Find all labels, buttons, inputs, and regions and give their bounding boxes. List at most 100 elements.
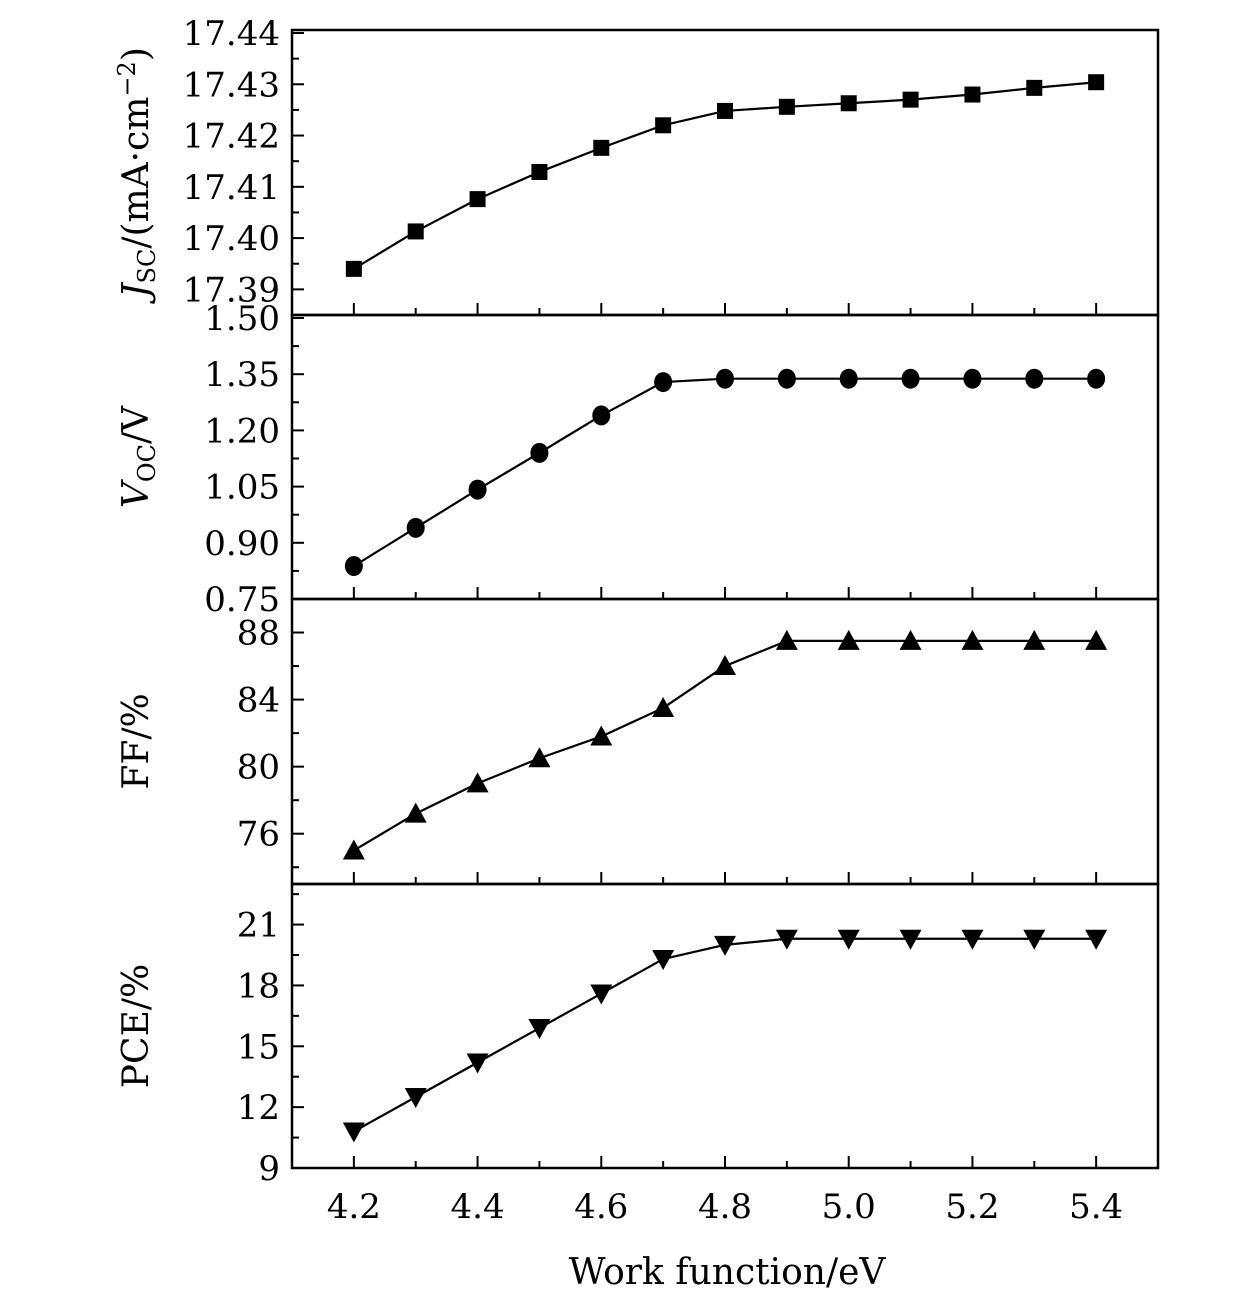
data-point-triangle-down: [961, 929, 984, 950]
y-axis-label: FF/%: [116, 693, 157, 789]
y-label-unit: /(mA·cm: [116, 97, 157, 249]
data-point-circle: [716, 368, 734, 389]
data-point-triangle-down: [775, 929, 798, 950]
data-point-triangle-up: [1085, 629, 1108, 650]
data-point-triangle-down: [899, 929, 922, 950]
y-tick-label: 1.50: [204, 299, 280, 339]
data-point-triangle-up: [466, 772, 489, 793]
y-axis-label: PCE/%: [116, 964, 157, 1088]
data-point-triangle-down: [528, 1019, 551, 1040]
y-tick-label: 80: [237, 748, 280, 788]
series-line: [353, 377, 1097, 567]
y-tick-label: 17.40: [183, 219, 280, 259]
data-point-circle: [654, 372, 673, 393]
data-point-triangle-down: [404, 1088, 427, 1108]
data-point-triangle-up: [899, 629, 922, 650]
y-tick-label: 9: [258, 1149, 280, 1189]
y-axis-label: VOC/V: [116, 405, 161, 508]
y-axis-label: JSC/(mA·cm−2): [113, 47, 161, 305]
y-label-main: V: [116, 478, 157, 508]
series-line: [353, 937, 1097, 1133]
x-axis-label: Work function/eV: [569, 1252, 887, 1293]
data-point-square: [778, 98, 795, 115]
panel-voc: 0.75 0.90 1.05 1.20 1.35 1.50 VOC/V: [116, 299, 1160, 620]
x-tick-label: 5.4: [1069, 1187, 1123, 1227]
data-point-triangle-down: [342, 1122, 365, 1143]
data-point-triangle-up: [342, 839, 365, 860]
x-tick-label: 4.8: [698, 1187, 752, 1227]
panel-frame: [290, 313, 1160, 601]
data-point-square: [964, 86, 981, 103]
data-point-square: [531, 163, 548, 180]
y-label-subscript: OC: [133, 444, 161, 482]
x-axis: 4.2 4.4 4.6 4.8 5.0 5.2 5.4: [327, 1187, 1123, 1227]
data-point-circle: [963, 368, 982, 389]
data-point-triangle-up: [775, 629, 798, 650]
x-tick-label: 5.0: [822, 1187, 876, 1227]
y-tick-label: 1.20: [204, 411, 280, 451]
data-point-square: [407, 223, 424, 240]
data-point-triangle-down: [466, 1053, 489, 1074]
data-point-circle: [468, 479, 487, 500]
data-point-circle: [777, 368, 796, 389]
data-point-triangle-up: [404, 802, 427, 823]
data-point-square: [840, 95, 857, 112]
y-tick-label: 15: [237, 1027, 280, 1067]
panels: 17.39 17.40 17.41 17.42 17.43 17.44 JSC/(mA·cm…: [113, 14, 1160, 1189]
data-point-square: [902, 91, 919, 108]
data-point-circle: [901, 368, 920, 389]
y-tick-label: 1.05: [204, 468, 280, 508]
data-point-square: [655, 117, 672, 134]
data-point-triangle-down: [1023, 929, 1046, 950]
x-tick-label: 4.4: [451, 1187, 505, 1227]
y-tick-label: 17.41: [183, 168, 280, 208]
y-tick-label: 1.35: [204, 355, 280, 395]
data-point-triangle-up: [652, 696, 675, 717]
data-point-triangle-up: [528, 747, 551, 768]
y-label-unit: /V: [116, 405, 157, 444]
panel-frame: [290, 882, 1160, 1170]
data-point-triangle-down: [652, 950, 675, 971]
panel-frame: [290, 28, 1160, 317]
panel-pce: 9 12 15 18 21 PCE/%: [116, 882, 1160, 1189]
x-tick-label: 4.2: [327, 1187, 381, 1227]
data-point-circle: [1025, 368, 1044, 389]
data-point-triangle-up: [590, 725, 613, 746]
y-label-subscript: SC: [133, 249, 161, 284]
data-point-square: [593, 139, 610, 156]
panel-ff: 76 80 84 88 FF/%: [116, 597, 1160, 886]
y-tick-label: 18: [237, 966, 280, 1006]
y-label-main: FF/%: [116, 693, 157, 789]
data-point-square: [1026, 79, 1043, 96]
data-point-triangle-up: [961, 629, 984, 650]
x-tick-label: 5.2: [945, 1187, 999, 1227]
y-tick-label: 76: [237, 815, 280, 855]
data-point-triangle-up: [837, 629, 860, 650]
data-point-circle: [839, 368, 858, 389]
data-point-circle: [406, 517, 425, 538]
y-tick-label: 17.43: [183, 65, 280, 105]
y-tick-label: 17.44: [183, 14, 280, 54]
panel-jsc: 17.39 17.40 17.41 17.42 17.43 17.44 JSC/(mA·cm…: [113, 14, 1160, 317]
data-point-circle: [344, 556, 363, 577]
x-tick-label: 4.6: [574, 1187, 628, 1227]
y-tick-label: 0.90: [204, 524, 280, 564]
data-point-circle: [1087, 368, 1106, 389]
data-point-square: [1088, 74, 1105, 91]
data-point-triangle-up: [1023, 629, 1046, 650]
y-tick-label: 84: [237, 681, 280, 721]
y-label-close: ): [116, 47, 157, 61]
y-tick-label: 21: [237, 906, 280, 946]
data-point-square: [469, 191, 486, 208]
y-tick-label: 0.75: [204, 580, 280, 620]
data-point-triangle-down: [714, 935, 736, 956]
y-label-main: J: [116, 281, 157, 305]
y-tick-label: 17.39: [183, 270, 280, 310]
y-label-main: PCE/%: [116, 964, 157, 1088]
data-point-circle: [530, 442, 549, 463]
y-tick-label: 17.42: [183, 117, 280, 157]
data-point-circle: [592, 405, 611, 426]
data-point-triangle-down: [837, 929, 860, 950]
data-point-square: [345, 260, 362, 277]
